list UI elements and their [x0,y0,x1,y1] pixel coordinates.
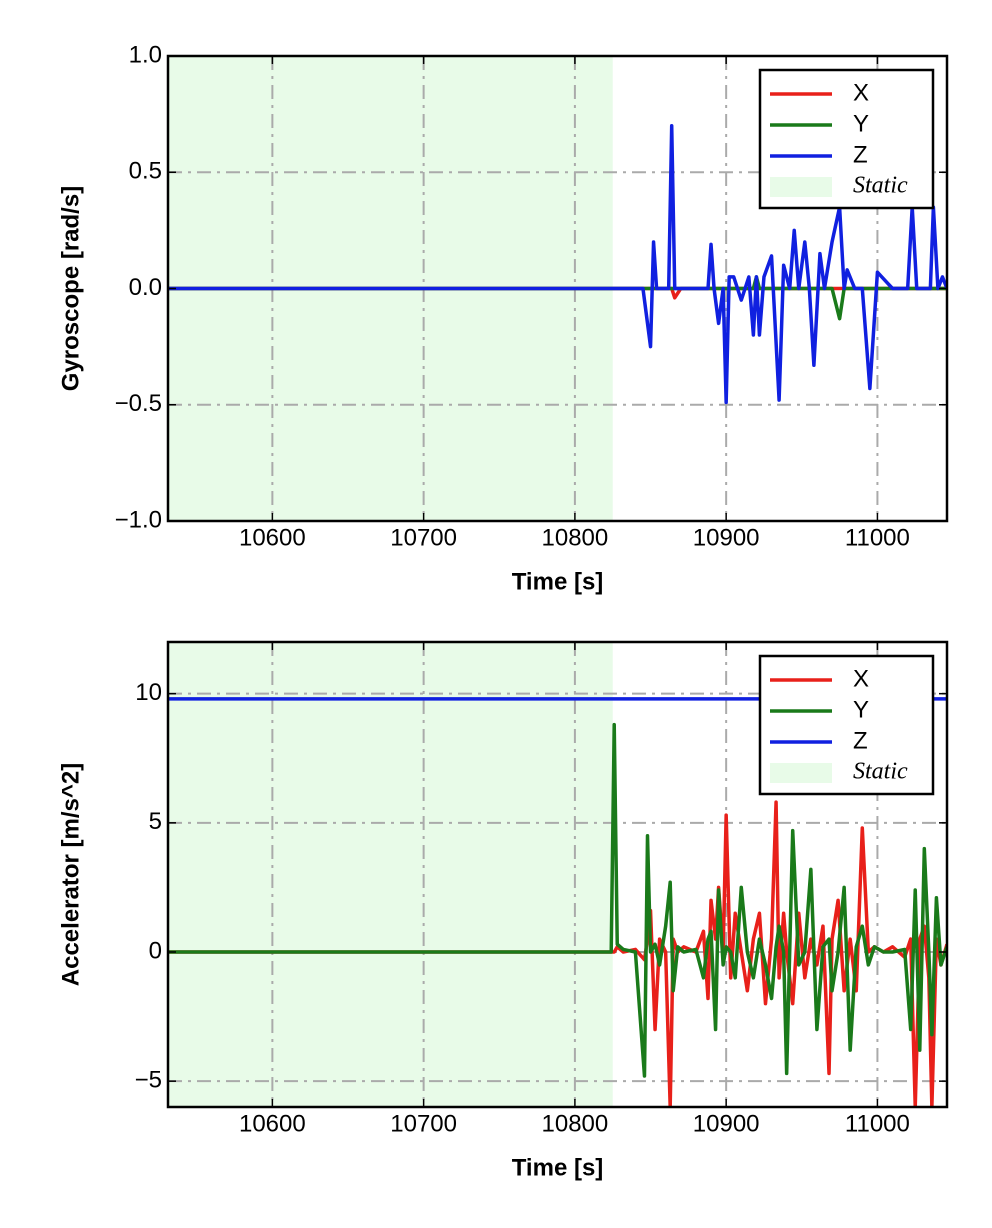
x-tick-label: 10600 [239,1110,306,1137]
x-tick-label: 10900 [693,1110,760,1137]
y-tick-label: 0.0 [129,274,162,301]
legend-label: X [853,665,869,692]
legend-label: Z [853,141,868,168]
x-axis-title: Time [s] [512,1154,604,1181]
x-axis-title: Time [s] [512,568,604,595]
legend-swatch [770,177,832,197]
y-tick-label: −1.0 [115,506,162,533]
legend-label: X [853,79,869,106]
legend-swatch [770,763,832,783]
x-tick-label: 10800 [542,524,609,551]
y-tick-label: 0.5 [129,158,162,185]
y-tick-label: 10 [135,679,162,706]
legend-label: Static [853,759,908,785]
x-tick-label: 11000 [845,1110,910,1137]
legend-label: Static [853,173,908,199]
x-tick-label: 10700 [390,1110,457,1137]
legend-label: Y [853,110,869,137]
axes-frame [166,54,949,523]
x-tick-label: 10800 [542,1110,609,1137]
data-line [168,124,947,405]
y-tick-label: 5 [149,808,162,835]
legend-label: Y [853,696,869,723]
static-region [168,642,613,1107]
y-axis-title: Gyroscope [rad/s] [57,186,84,391]
x-tick-label: 10900 [693,524,760,551]
legend-label: Z [853,727,868,754]
plot-area [168,56,947,521]
y-tick-label: −0.5 [115,390,162,417]
y-tick-label: 1.0 [129,41,162,68]
x-tick-label: 10600 [239,524,306,551]
data-line [168,722,947,1078]
y-tick-label: 0 [149,937,162,964]
x-tick-label: 10700 [390,524,457,551]
y-axis-title: Accelerator [m/s^2] [57,763,84,986]
y-tick-label: −5 [135,1067,162,1094]
plot-area [168,642,947,1107]
x-tick-label: 11000 [845,524,910,551]
axes-frame [166,640,949,1109]
